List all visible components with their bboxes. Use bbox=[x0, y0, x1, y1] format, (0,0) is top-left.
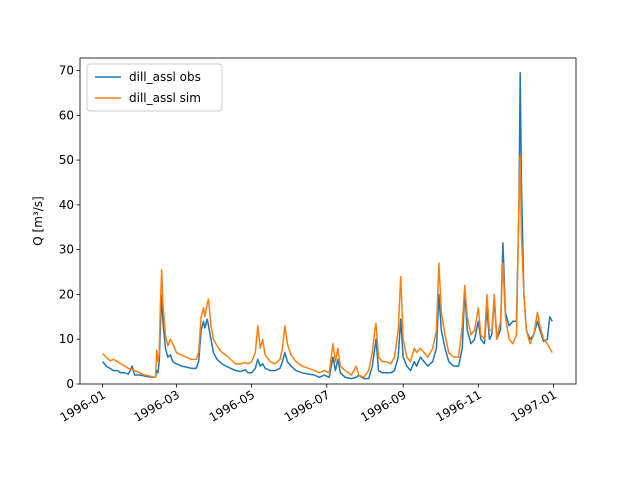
y-tick-label: 0 bbox=[66, 377, 74, 391]
y-tick-label: 50 bbox=[59, 153, 74, 167]
x-tick-label: 1996-01 bbox=[58, 387, 108, 424]
series-line bbox=[102, 154, 553, 379]
legend-label: dill_assl obs bbox=[129, 70, 201, 84]
x-tick-label: 1996-03 bbox=[132, 387, 182, 424]
axes-frame bbox=[79, 57, 577, 385]
x-tick-label: 1996-07 bbox=[282, 387, 332, 424]
y-tick-label: 10 bbox=[59, 332, 74, 346]
y-tick-label: 40 bbox=[59, 198, 74, 212]
legend-box bbox=[86, 63, 223, 112]
x-tick-label: 1996-09 bbox=[358, 387, 408, 424]
legend-label: dill_assl sim bbox=[129, 91, 201, 105]
y-tick-label: 60 bbox=[59, 108, 74, 122]
y-axis-label: Q [m³/s] bbox=[31, 196, 45, 245]
y-tick-label: 20 bbox=[59, 287, 74, 301]
series-line bbox=[101, 72, 553, 380]
x-tick-label: 1996-05 bbox=[207, 387, 257, 424]
x-tick-label: 1997-01 bbox=[509, 387, 559, 424]
y-tick-label: 70 bbox=[59, 64, 74, 78]
x-tick-label: 1996-11 bbox=[433, 387, 483, 424]
y-tick-label: 30 bbox=[59, 243, 74, 257]
